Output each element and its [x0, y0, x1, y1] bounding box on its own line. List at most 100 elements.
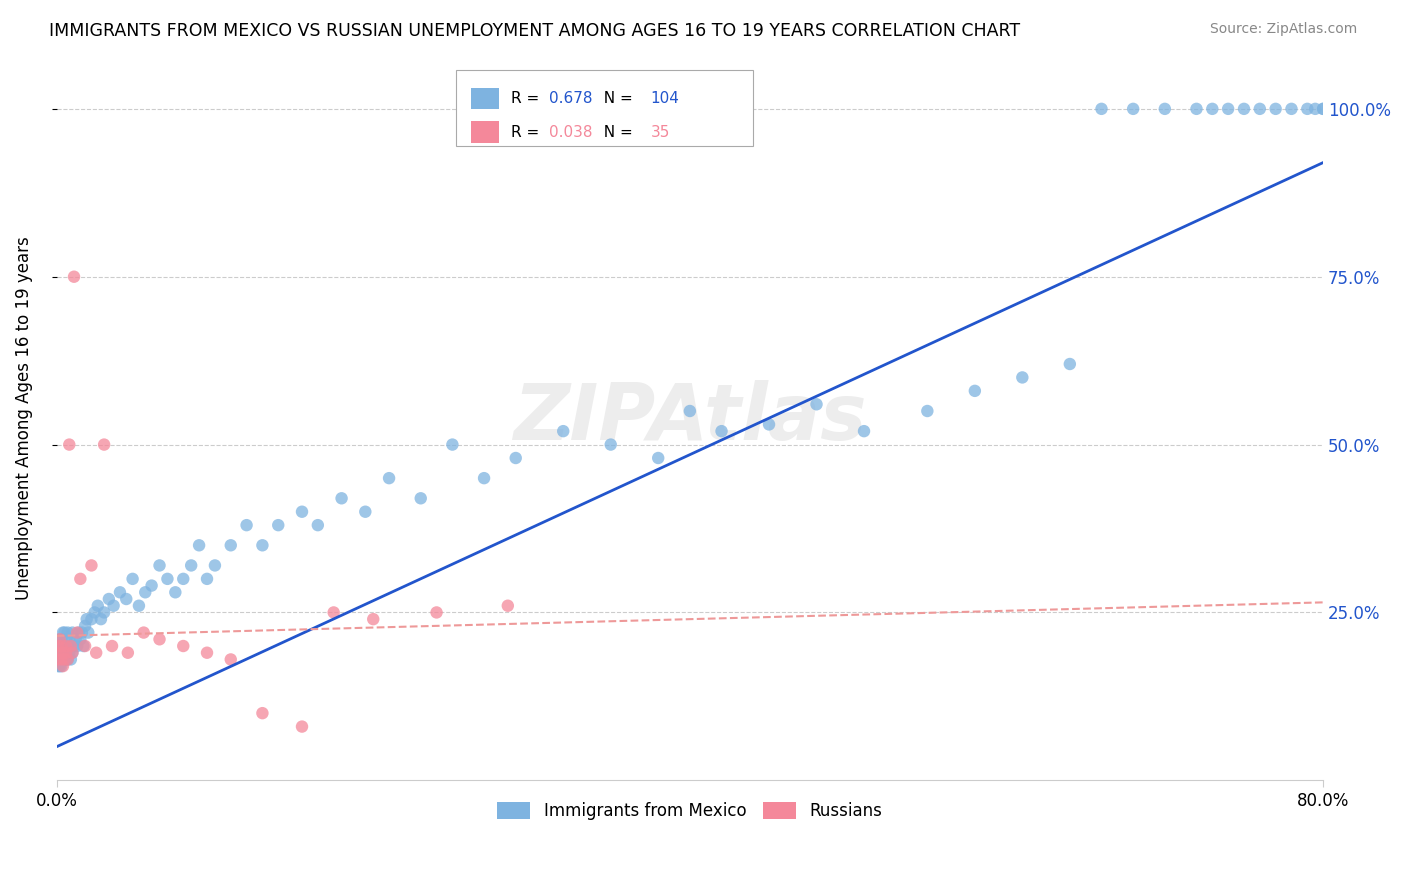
- Bar: [471, 87, 499, 110]
- Point: [1201, 102, 1223, 116]
- Point: [51, 632, 73, 647]
- Point: [69, 632, 91, 647]
- Point: [917, 404, 939, 418]
- Point: [52, 639, 75, 653]
- Point: [62, 646, 84, 660]
- Point: [83, 606, 105, 620]
- Point: [66, 625, 89, 640]
- Point: [51, 652, 73, 666]
- Point: [49, 639, 72, 653]
- Point: [49, 632, 72, 647]
- Text: 35: 35: [651, 125, 671, 139]
- Point: [93, 437, 115, 451]
- Point: [172, 639, 194, 653]
- Point: [1312, 102, 1334, 116]
- Y-axis label: Unemployment Among Ages 16 to 19 years: Unemployment Among Ages 16 to 19 years: [15, 235, 32, 599]
- Point: [56, 639, 79, 653]
- Point: [49, 652, 72, 666]
- Point: [58, 437, 80, 451]
- Point: [472, 471, 495, 485]
- Point: [51, 659, 73, 673]
- Point: [101, 639, 124, 653]
- Point: [553, 424, 575, 438]
- Point: [53, 639, 76, 653]
- Text: Source: ZipAtlas.com: Source: ZipAtlas.com: [1209, 22, 1357, 37]
- Point: [1303, 102, 1326, 116]
- Point: [156, 572, 179, 586]
- Point: [647, 450, 669, 465]
- Text: N =: N =: [593, 125, 637, 139]
- Point: [63, 269, 86, 284]
- Point: [49, 646, 72, 660]
- Point: [378, 471, 401, 485]
- Point: [53, 625, 76, 640]
- Point: [56, 652, 79, 666]
- Point: [56, 625, 79, 640]
- Point: [67, 625, 90, 640]
- Point: [75, 619, 97, 633]
- Point: [441, 437, 464, 451]
- Point: [52, 646, 75, 660]
- Point: [62, 625, 84, 640]
- Point: [307, 518, 329, 533]
- Point: [195, 646, 218, 660]
- Point: [148, 558, 170, 573]
- Point: [505, 450, 527, 465]
- Point: [117, 646, 139, 660]
- Point: [1312, 102, 1334, 116]
- Point: [496, 599, 519, 613]
- Point: [93, 606, 115, 620]
- Point: [72, 639, 94, 653]
- Point: [1218, 102, 1240, 116]
- Point: [758, 417, 780, 432]
- Point: [806, 397, 828, 411]
- Point: [66, 639, 89, 653]
- Point: [121, 572, 143, 586]
- Point: [204, 558, 226, 573]
- Point: [291, 505, 314, 519]
- Point: [426, 606, 449, 620]
- Point: [53, 646, 76, 660]
- Point: [679, 404, 702, 418]
- Point: [46, 646, 69, 660]
- Point: [49, 646, 72, 660]
- Point: [59, 652, 82, 666]
- Point: [62, 646, 84, 660]
- Point: [46, 639, 69, 653]
- Point: [172, 572, 194, 586]
- Point: [165, 585, 187, 599]
- Point: [80, 612, 103, 626]
- Point: [180, 558, 202, 573]
- Text: 104: 104: [651, 91, 679, 106]
- Point: [53, 652, 76, 666]
- Point: [128, 599, 150, 613]
- Text: 0.038: 0.038: [550, 125, 593, 139]
- Point: [46, 659, 69, 673]
- Point: [77, 625, 100, 640]
- Point: [1122, 102, 1144, 116]
- Point: [1153, 102, 1175, 116]
- Point: [55, 652, 77, 666]
- Point: [330, 491, 353, 506]
- Bar: [471, 121, 499, 143]
- Point: [115, 592, 138, 607]
- Point: [65, 632, 87, 647]
- Point: [252, 706, 274, 721]
- Point: [55, 646, 77, 660]
- Point: [1249, 102, 1271, 116]
- Point: [1185, 102, 1208, 116]
- Text: IMMIGRANTS FROM MEXICO VS RUSSIAN UNEMPLOYMENT AMONG AGES 16 TO 19 YEARS CORRELA: IMMIGRANTS FROM MEXICO VS RUSSIAN UNEMPL…: [49, 22, 1021, 40]
- Point: [148, 632, 170, 647]
- Point: [252, 538, 274, 552]
- Point: [267, 518, 290, 533]
- Text: N =: N =: [593, 91, 637, 106]
- Point: [599, 437, 621, 451]
- Point: [59, 639, 82, 653]
- Legend: Immigrants from Mexico, Russians: Immigrants from Mexico, Russians: [491, 795, 889, 826]
- Point: [58, 646, 80, 660]
- Point: [1281, 102, 1303, 116]
- Point: [219, 652, 242, 666]
- Point: [1296, 102, 1319, 116]
- Point: [51, 646, 73, 660]
- Point: [55, 632, 77, 647]
